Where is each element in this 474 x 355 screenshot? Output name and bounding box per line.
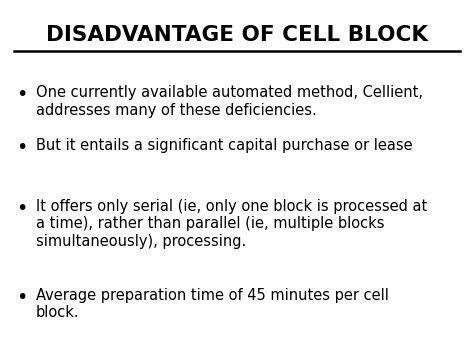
Text: Average preparation time of 45 minutes per cell
block.: Average preparation time of 45 minutes p… (36, 288, 388, 320)
Text: •: • (16, 85, 27, 104)
Text: DISADVANTAGE OF CELL BLOCK: DISADVANTAGE OF CELL BLOCK (46, 25, 428, 45)
Text: •: • (16, 138, 27, 158)
Text: But it entails a significant capital purchase or lease: But it entails a significant capital pur… (36, 138, 412, 153)
Text: •: • (16, 199, 27, 218)
Text: One currently available automated method, Cellient,
addresses many of these defi: One currently available automated method… (36, 85, 422, 118)
Text: It offers only serial (ie, only one block is processed at
a time), rather than p: It offers only serial (ie, only one bloc… (36, 199, 427, 248)
Text: •: • (16, 288, 27, 307)
